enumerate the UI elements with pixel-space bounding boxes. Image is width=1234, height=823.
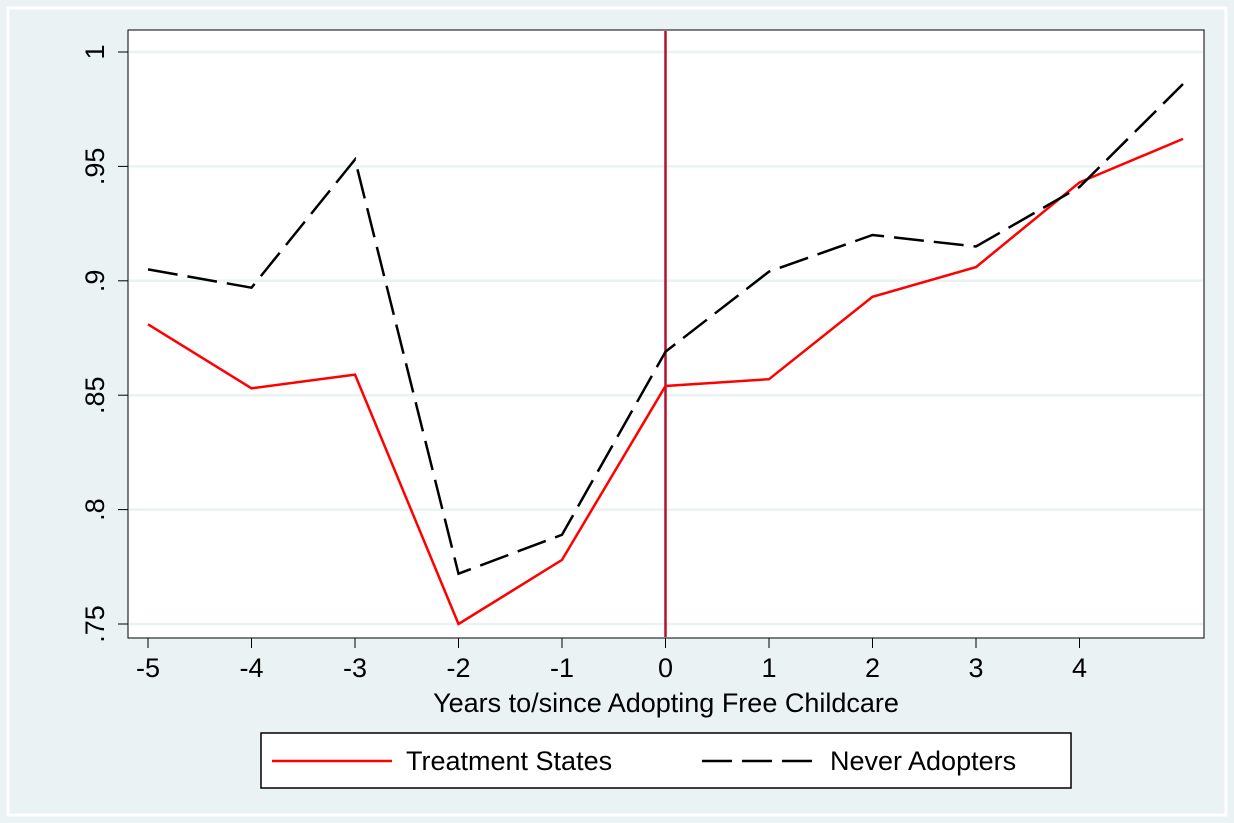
legend-box — [260, 732, 1072, 789]
x-axis-label: Years to/since Adopting Free Childcare — [433, 688, 899, 718]
y-tick-label: .75 — [80, 605, 110, 643]
x-tick-label: 0 — [658, 653, 673, 683]
series-line-treatment-states — [147, 137, 1184, 626]
y-tick-label: .9 — [80, 270, 110, 293]
legend-label-treatment-states: Treatment States — [406, 746, 612, 776]
x-tick-label: -1 — [550, 653, 574, 683]
x-tick-label: -5 — [136, 653, 160, 683]
x-tick-label: 2 — [865, 653, 880, 683]
x-tick-label: -2 — [446, 653, 470, 683]
x-tick-label: -4 — [239, 653, 263, 683]
chart-frame — [6, 6, 1228, 817]
legend-label-never-adopters: Never Adopters — [830, 746, 1016, 776]
y-tick-label: .95 — [80, 148, 110, 186]
x-tick-label: 1 — [761, 653, 776, 683]
x-tick-label: 3 — [968, 653, 983, 683]
y-tick-label: 1 — [80, 44, 110, 59]
series-line-never-adopters — [147, 83, 1184, 576]
legend: Treatment States Never Adopters — [260, 732, 1072, 789]
y-tick-label: .85 — [80, 376, 110, 414]
y-tick-label: .8 — [80, 498, 110, 521]
x-tick-label: -3 — [343, 653, 367, 683]
x-tick-label: 4 — [1072, 653, 1087, 683]
series-group — [147, 83, 1184, 626]
axes-group: .75 .8 .85 .9 .95 1 -5 -4 -3 -2 -1 0 1 2 3 4 — [80, 44, 1087, 683]
